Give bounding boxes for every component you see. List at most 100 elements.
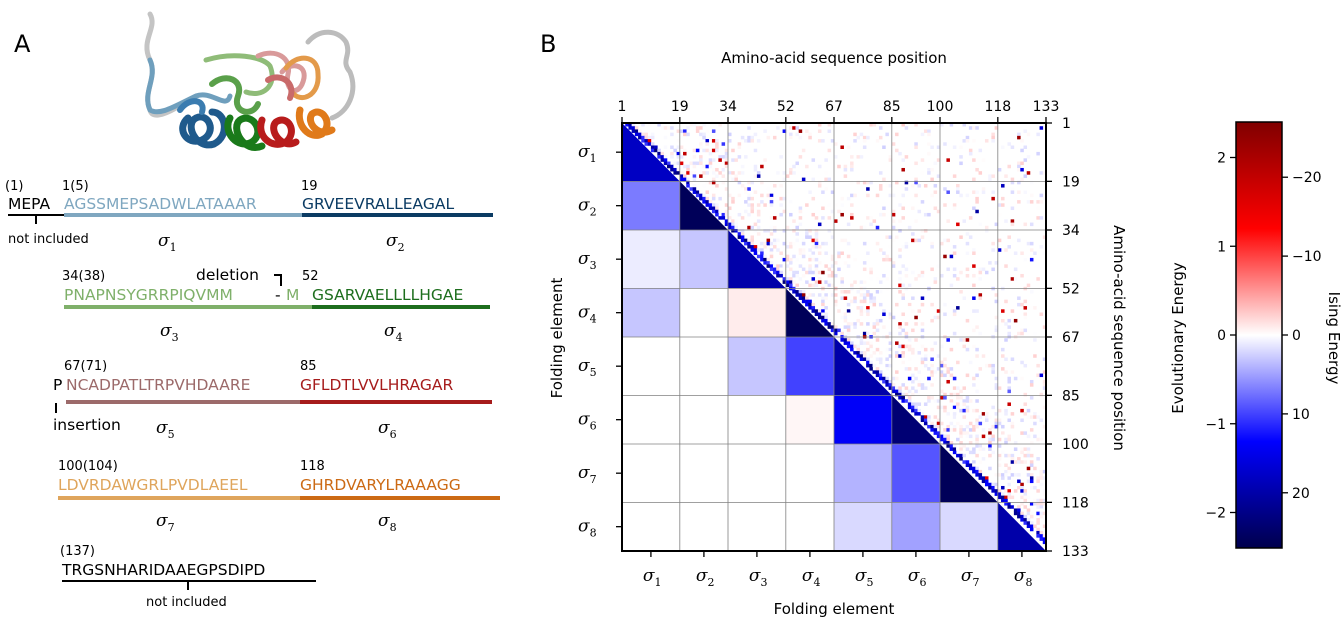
sigma-4-label: σ4 <box>384 321 403 344</box>
contact-cell <box>747 212 751 217</box>
contact-cell <box>650 129 655 133</box>
contact-cell <box>843 296 848 300</box>
contact-cell <box>657 155 661 159</box>
contact-cell <box>943 434 947 439</box>
contact-cell <box>728 225 732 230</box>
contact-cell <box>753 164 758 169</box>
contact-cell <box>1013 460 1018 464</box>
contact-cell <box>888 383 893 387</box>
contact-cell <box>920 296 925 300</box>
contact-cell <box>1039 193 1044 198</box>
contact-cell <box>824 315 828 320</box>
contact-cell <box>830 264 835 268</box>
contact-cell <box>1029 290 1034 294</box>
contact-cell <box>798 251 803 255</box>
contact-cell <box>991 367 995 371</box>
contact-cell <box>994 325 999 329</box>
contact-cell <box>994 126 999 130</box>
contact-cell <box>747 187 751 191</box>
block-cell-4-2 <box>679 288 728 337</box>
contact-cell <box>930 357 934 361</box>
contact-cell <box>972 126 976 130</box>
contact-cell <box>895 389 899 394</box>
contact-cell <box>1013 251 1018 255</box>
contact-cell <box>782 171 787 175</box>
right-tick-label: 85 <box>1062 388 1080 404</box>
contact-cell <box>952 309 957 313</box>
contact-cell <box>1029 511 1034 516</box>
contact-cell <box>994 489 999 493</box>
contact-cell <box>1010 370 1015 374</box>
contact-cell <box>972 424 976 429</box>
top-tick-label: 1 <box>618 99 627 115</box>
contact-cell <box>1042 469 1047 474</box>
contact-cell <box>808 132 812 137</box>
contact-cell <box>692 177 697 182</box>
contact-cell <box>801 283 806 288</box>
contact-cell <box>731 219 735 223</box>
contact-cell <box>1023 431 1028 435</box>
contact-cell <box>994 299 999 304</box>
contact-cell <box>1020 511 1024 516</box>
contact-cell <box>699 126 703 130</box>
contact-cell <box>956 306 960 310</box>
contact-cell <box>744 241 748 246</box>
contact-cell <box>1036 363 1040 368</box>
contact-cell <box>1020 447 1024 451</box>
contact-cell <box>898 322 902 326</box>
contact-cell <box>1029 453 1034 458</box>
contact-cell <box>949 123 954 127</box>
contact-cell <box>997 463 1002 467</box>
contact-cell <box>866 309 870 313</box>
contact-cell <box>753 229 758 233</box>
row5-sequence: TRGSNHARIDAAEGPSDIPD <box>61 561 265 579</box>
contact-cell <box>750 206 754 211</box>
top-tick-label: 118 <box>984 99 1011 115</box>
contact-cell <box>856 347 860 352</box>
contact-cell <box>891 264 896 268</box>
contact-cell <box>1004 264 1008 268</box>
contact-cell <box>846 145 851 149</box>
contact-cell <box>965 460 970 464</box>
contact-cell <box>1023 306 1028 310</box>
contact-cell <box>728 219 732 223</box>
contact-cell <box>821 302 825 307</box>
contact-cell <box>943 392 947 397</box>
contact-cell <box>821 296 825 300</box>
row1-left-sequence: AGSSMEPSADWLATAAAR <box>64 195 257 213</box>
contact-cell <box>1042 171 1047 175</box>
contact-cell <box>927 132 931 137</box>
contact-cell <box>920 235 925 239</box>
contact-cell <box>1001 495 1005 500</box>
contact-cell <box>1029 476 1034 480</box>
contact-cell <box>946 412 950 416</box>
contact-cell <box>968 441 973 445</box>
contact-cell <box>1023 518 1028 522</box>
contact-cell <box>984 270 989 275</box>
contact-cell <box>817 277 822 281</box>
contact-cell <box>936 158 941 162</box>
contact-cell <box>1020 489 1024 493</box>
contact-cell <box>927 212 931 217</box>
contact-cell <box>856 290 860 294</box>
contact-cell <box>715 174 719 178</box>
contact-cell <box>840 145 844 149</box>
contact-cell <box>814 273 819 278</box>
contact-cell <box>792 280 796 284</box>
contact-cell <box>1033 524 1037 529</box>
contact-cell <box>959 428 963 432</box>
contact-cell <box>1020 485 1024 490</box>
contact-cell <box>1007 235 1011 239</box>
contact-cell <box>641 132 645 137</box>
contact-cell <box>737 155 742 159</box>
contact-cell <box>853 257 857 262</box>
contact-cell <box>779 203 783 207</box>
contact-cell <box>914 238 918 243</box>
contact-cell <box>1023 505 1028 509</box>
contact-cell <box>940 437 944 442</box>
contact-cell <box>798 296 803 300</box>
contact-cell <box>750 196 754 201</box>
contact-cell <box>930 318 934 323</box>
contact-cell <box>965 241 970 246</box>
contact-cell <box>1026 415 1031 419</box>
